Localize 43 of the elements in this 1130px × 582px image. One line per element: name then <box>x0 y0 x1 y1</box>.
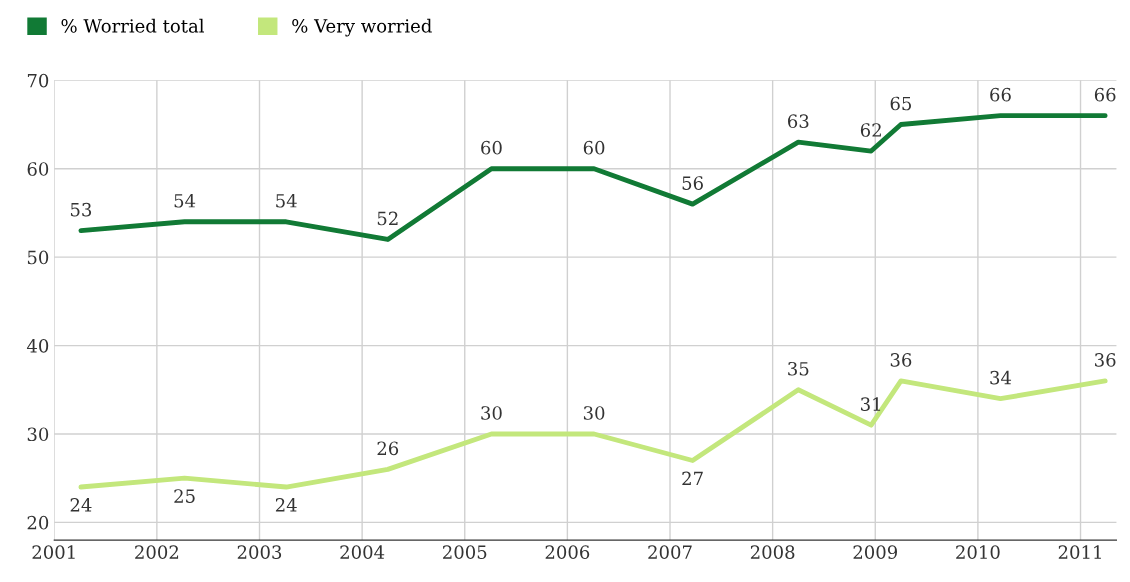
data-label: 34 <box>990 370 1012 385</box>
data-label: 60 <box>481 140 502 155</box>
data-label: 24 <box>70 498 92 512</box>
y-tick-label: 50 <box>27 250 49 265</box>
data-label: 25 <box>174 489 195 503</box>
x-tick-label: 2002 <box>135 545 179 559</box>
x-tick-label: 2003 <box>237 545 282 559</box>
x-tick-label: 2007 <box>648 545 692 559</box>
y-tick-label: 40 <box>26 339 49 353</box>
x-tick-label: 2001 <box>32 545 75 559</box>
y-tick-label: 60 <box>27 162 49 176</box>
data-label: 27 <box>682 471 703 485</box>
x-tick-label: 2008 <box>750 545 795 559</box>
x-tick-label: 2004 <box>340 545 385 559</box>
data-label: 54 <box>174 193 196 208</box>
data-label: 66 <box>1094 87 1116 102</box>
x-tick-label: 2006 <box>545 545 590 559</box>
data-label: 56 <box>682 176 703 190</box>
legend-label: % Very worried <box>292 18 432 37</box>
data-label: 66 <box>990 87 1011 102</box>
data-label: 60 <box>583 140 605 155</box>
data-label: 24 <box>275 498 297 512</box>
x-tick-label: 2011 <box>1058 545 1101 559</box>
data-label: 30 <box>481 406 502 420</box>
legend-label: % Worried total <box>61 18 205 33</box>
data-label: 53 <box>70 202 92 217</box>
data-label: 65 <box>890 96 912 111</box>
data-label: 26 <box>377 441 399 456</box>
data-label: 31 <box>861 397 881 411</box>
y-tick-label: 70 <box>27 73 49 88</box>
data-label: 36 <box>890 353 912 367</box>
data-label: 54 <box>276 193 297 208</box>
y-tick-label: 20 <box>27 515 49 530</box>
data-label: 30 <box>583 406 605 420</box>
y-tick-label: 30 <box>27 427 49 442</box>
data-label: 36 <box>1095 353 1116 367</box>
x-tick-label: 2005 <box>443 545 487 559</box>
x-tick-label: 2010 <box>956 545 1000 559</box>
x-tick-label: 2009 <box>853 545 898 559</box>
data-label: 52 <box>377 211 398 226</box>
data-label: 63 <box>788 114 809 128</box>
data-label: 35 <box>788 361 809 376</box>
data-label: 62 <box>860 123 881 137</box>
